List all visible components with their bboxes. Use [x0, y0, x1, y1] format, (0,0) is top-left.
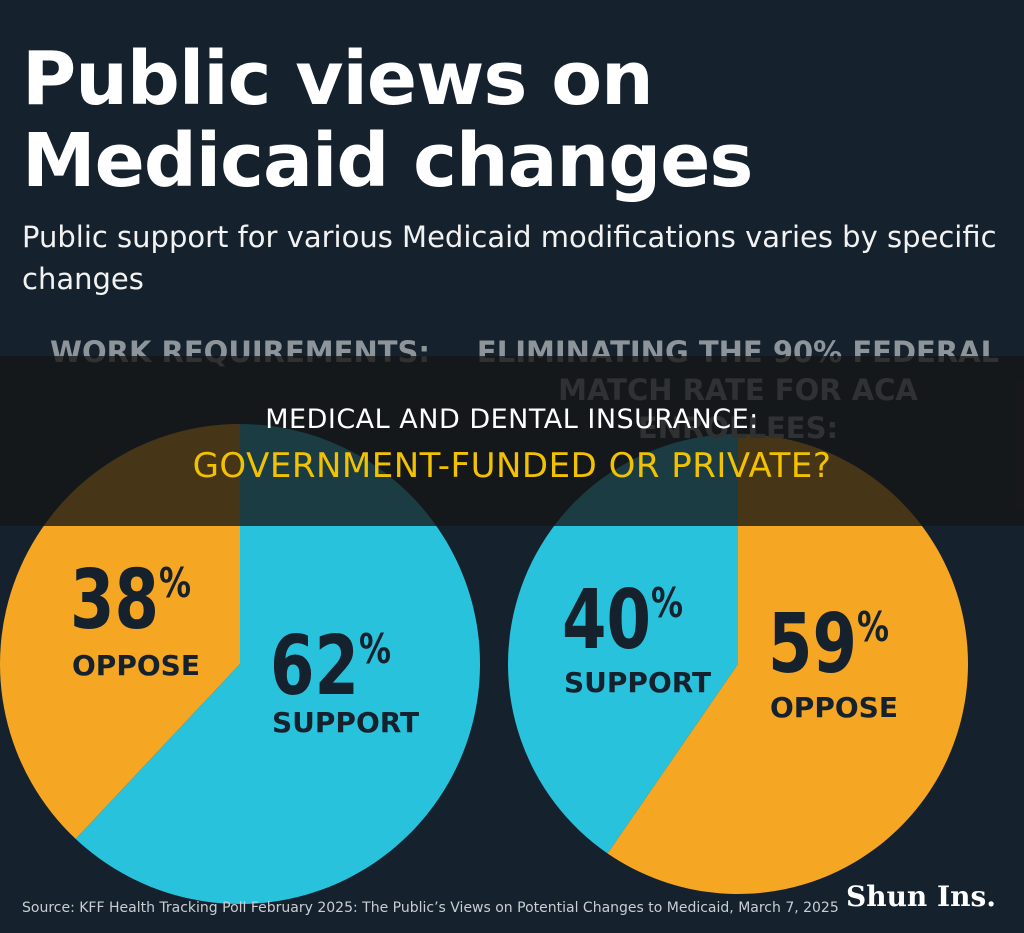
pie-slice-support: [507, 433, 738, 854]
data-label-category: SUPPORT: [564, 666, 711, 699]
page-subtitle: Public support for various Medicaid modi…: [22, 220, 997, 296]
source-note: Source: KFF Health Tracking Poll Februar…: [22, 900, 839, 916]
data-label-category: SUPPORT: [272, 706, 419, 739]
data-label-category: OPPOSE: [72, 649, 200, 682]
page-title: Public views on Medicaid changes: [22, 36, 753, 204]
pie-slice-support: [75, 424, 481, 905]
brand-logo: Shun Ins.: [845, 880, 996, 913]
title-banner: MEDICAL AND DENTAL INSURANCE: GOVERNMENT…: [0, 356, 1024, 526]
pie-slice-oppose: [607, 434, 968, 894]
pie-chart-federal-match-rate: 40%SUPPORT 59%OPPOSE: [507, 433, 968, 894]
banner-line-2: GOVERNMENT-FUNDED OR PRIVATE?: [192, 446, 832, 486]
pie-chart-work-requirements: 38%OPPOSE 62%SUPPORT: [0, 424, 481, 905]
pie-slice-oppose: [0, 424, 240, 839]
data-label-category: OPPOSE: [770, 691, 898, 724]
banner-line-1: MEDICAL AND DENTAL INSURANCE:: [265, 404, 759, 435]
